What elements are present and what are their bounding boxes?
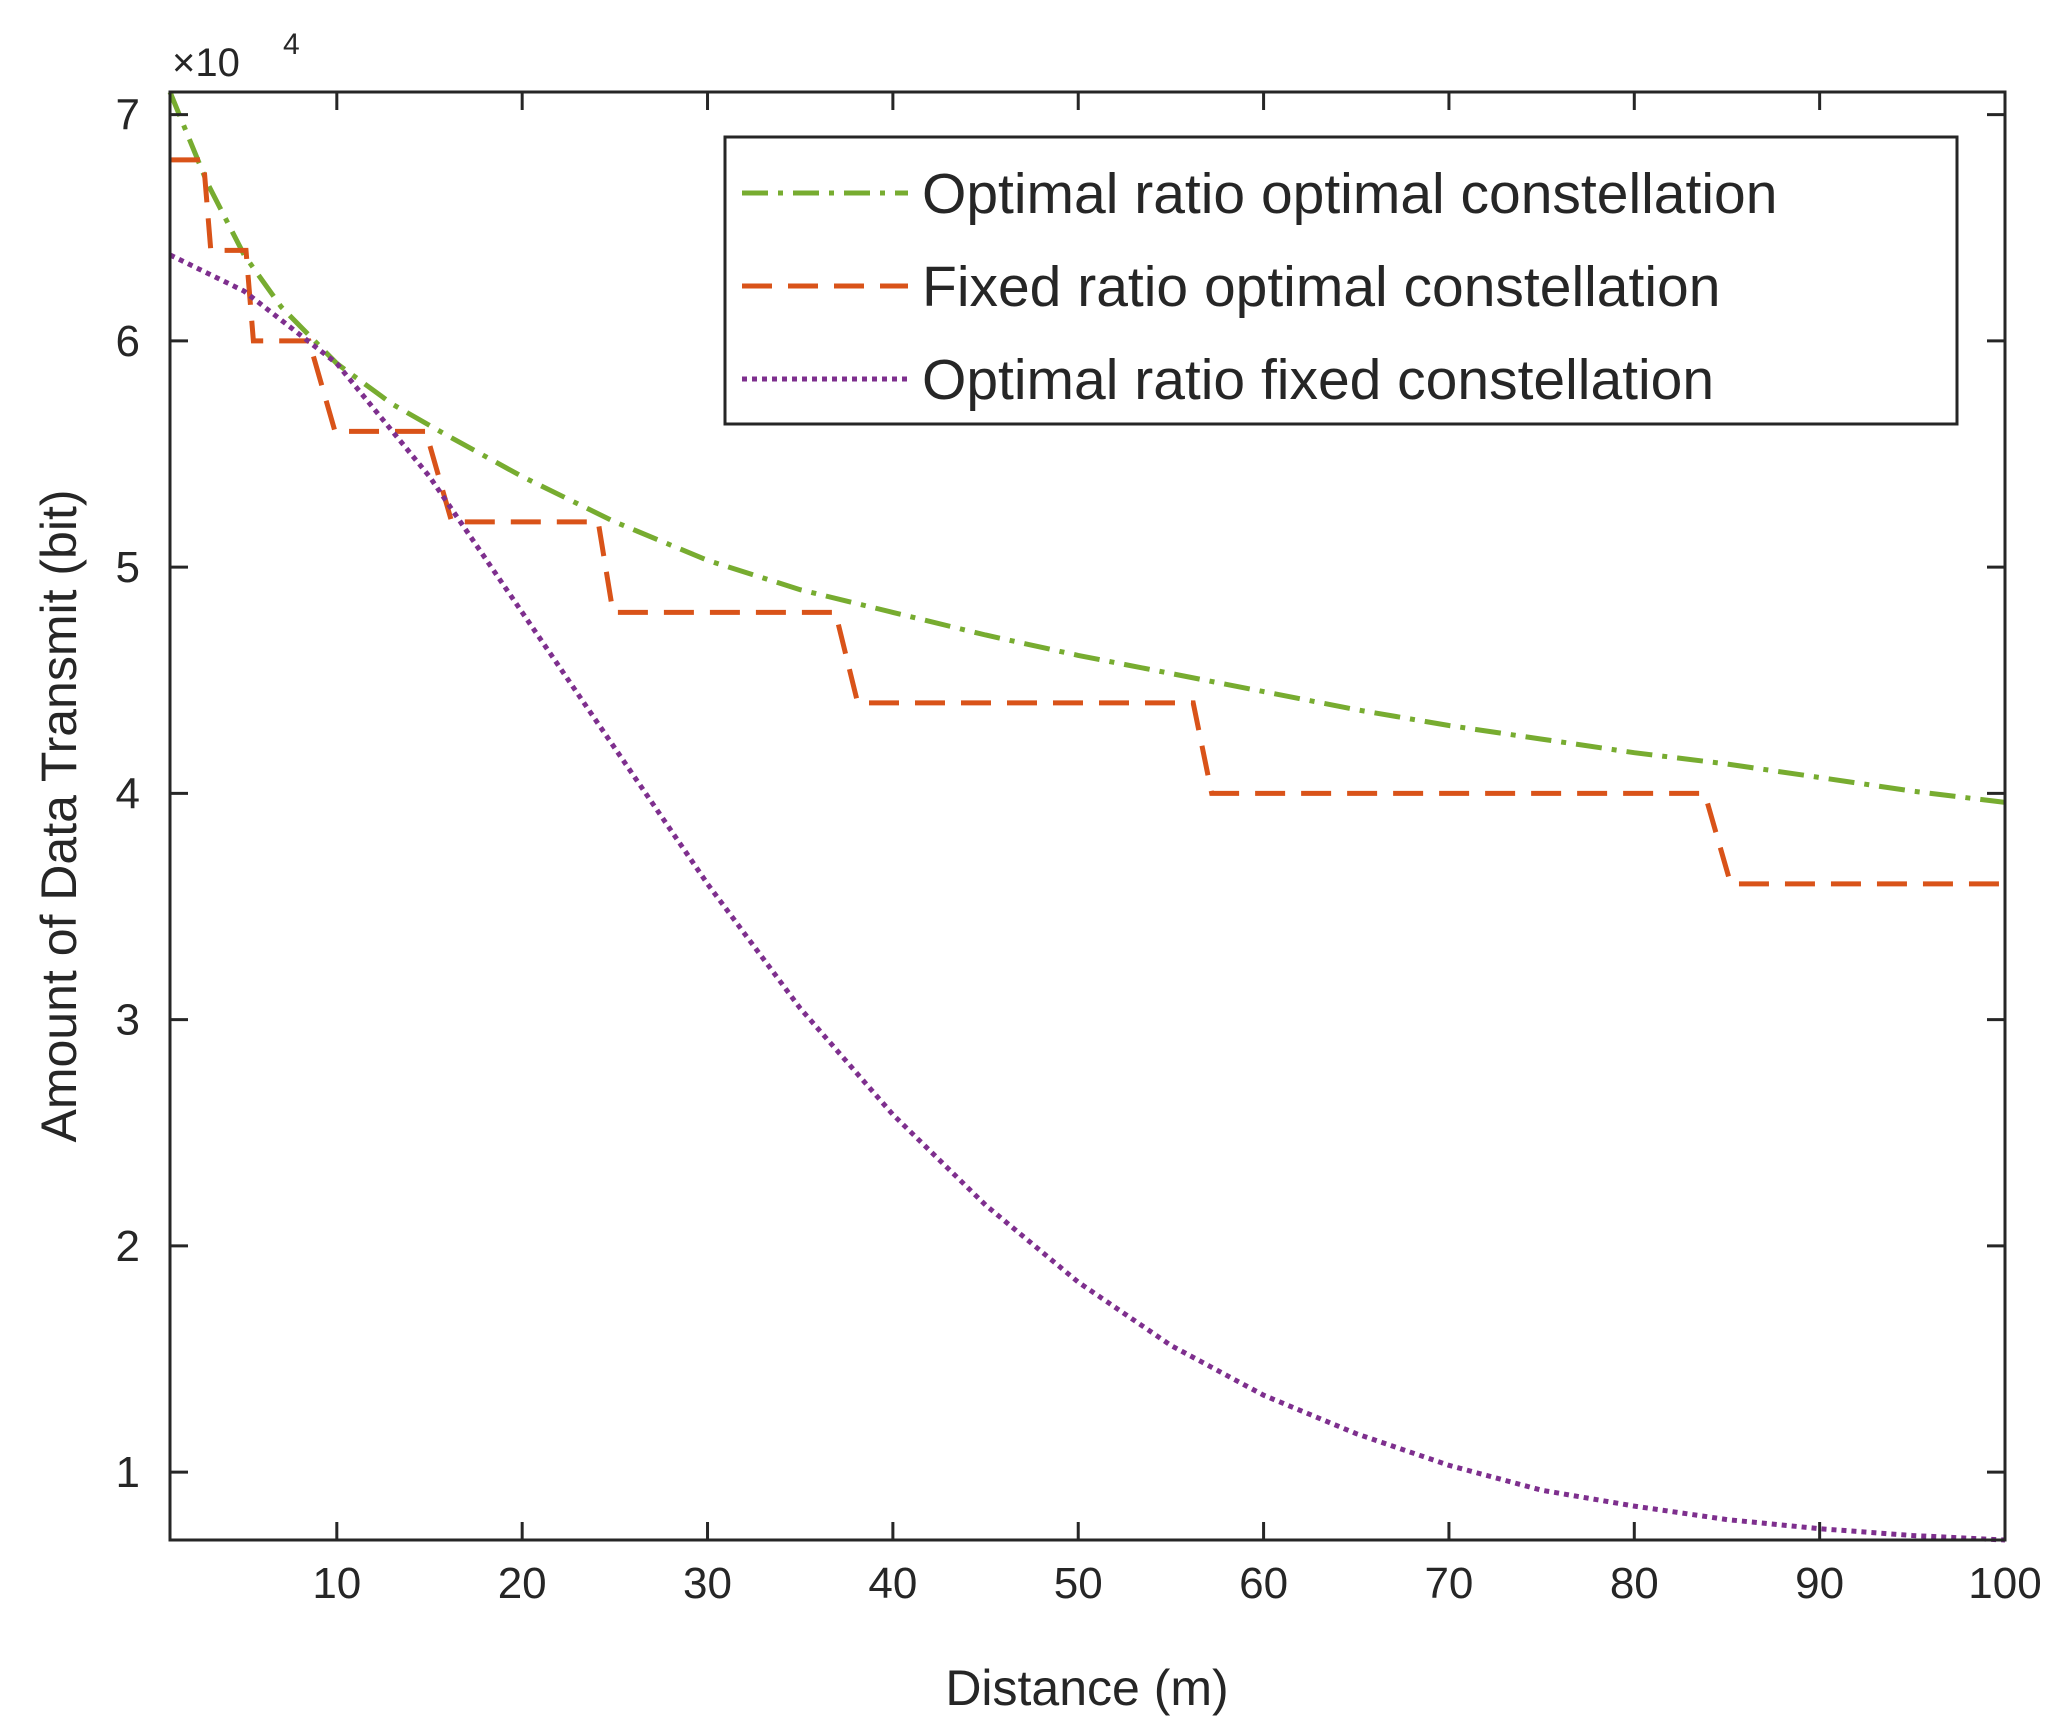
x-tick-label: 40: [868, 1559, 917, 1608]
y-tick-label: 1: [116, 1448, 140, 1497]
y-multiplier-exponent: 4: [283, 28, 300, 61]
series-line-1: [167, 91, 2006, 805]
x-tick-label: 50: [1054, 1559, 1103, 1608]
y-tick-label: 4: [116, 769, 140, 818]
series-line-3: [168, 252, 2006, 1543]
y-tick-label: 7: [116, 91, 140, 140]
y-multiplier: ×10 4: [172, 28, 300, 85]
legend: Optimal ratio optimal constellation Fixed…: [723, 135, 1959, 426]
x-axis-label: Distance (m): [945, 1660, 1228, 1716]
tick-layer: 10 20 30 40 50 60 70 80 90 100 1 2 3 4 5 6 7: [116, 91, 2042, 1608]
x-tick-label: 10: [312, 1559, 361, 1608]
legend-label-1: Optimal ratio optimal constellation: [922, 162, 1777, 226]
y-tick-label: 3: [116, 996, 140, 1045]
x-tick-label: 30: [683, 1559, 732, 1608]
legend-label-3: Optimal ratio fixed constellation: [922, 348, 1714, 412]
y-tick-label: 2: [116, 1222, 140, 1271]
y-tick-label: 5: [116, 543, 140, 592]
series-line-2: [170, 157, 2005, 887]
x-tick-label: 60: [1239, 1559, 1288, 1608]
x-tick-label: 100: [1968, 1559, 2041, 1608]
y-tick-label: 6: [116, 317, 140, 366]
axes-box: [168, 90, 2007, 1542]
legend-label-2: Fixed ratio optimal constellation: [922, 255, 1720, 319]
series-layer: [167, 91, 2006, 1543]
y-axis-label: Amount of Data Transmit (bit): [31, 489, 87, 1142]
legend-box: [723, 135, 1959, 426]
x-tick-label: 90: [1795, 1559, 1844, 1608]
x-tick-label: 70: [1424, 1559, 1473, 1608]
x-tick-label: 80: [1610, 1559, 1659, 1608]
x-tick-label: 20: [498, 1559, 547, 1608]
y-multiplier-base: ×10: [172, 41, 240, 85]
